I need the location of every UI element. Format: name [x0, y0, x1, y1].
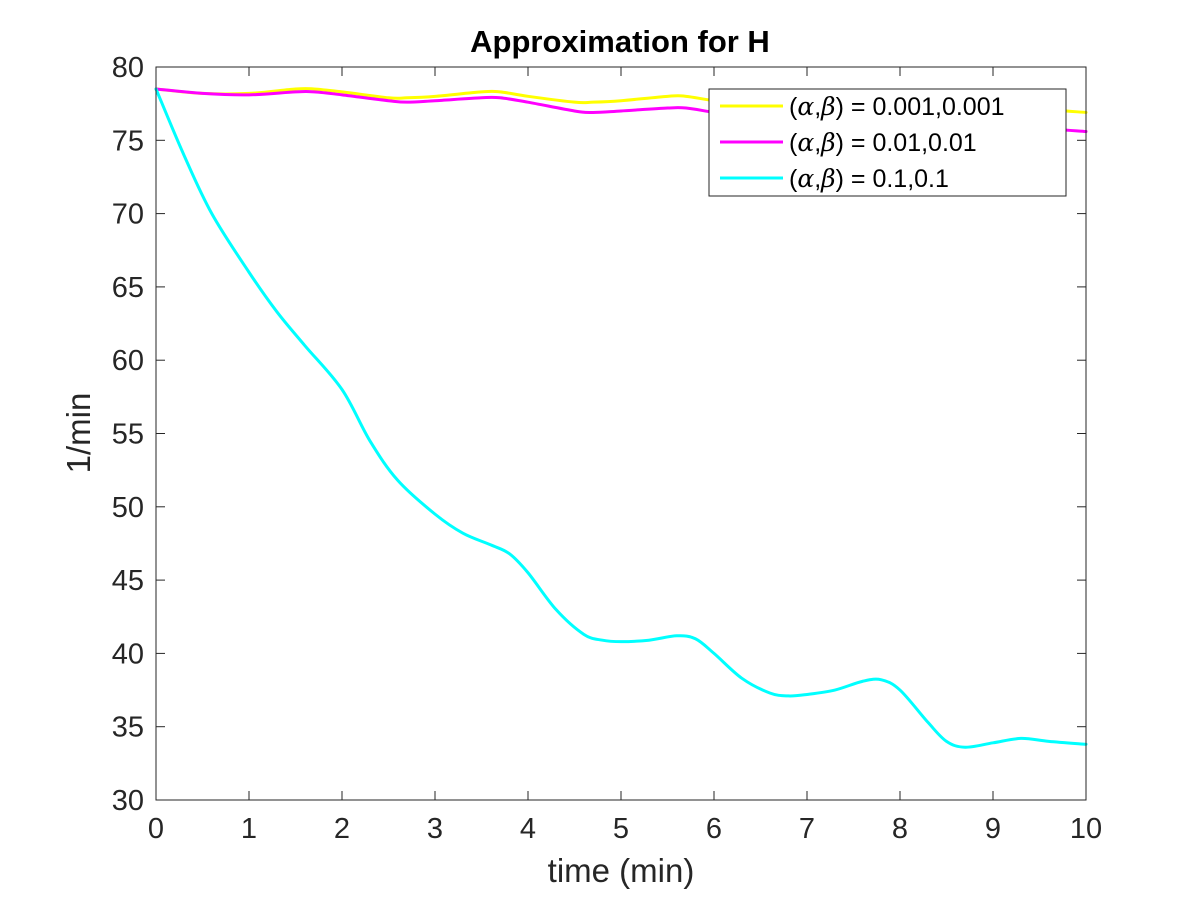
legend-label-1: (α,β) = 0.001,0.001: [789, 92, 1005, 121]
y-tick-label: 30: [112, 785, 144, 817]
x-tick-label: 5: [613, 813, 629, 845]
y-tick-label: 45: [112, 565, 144, 597]
x-tick-label: 10: [1070, 813, 1102, 845]
y-tick-label: 35: [112, 712, 144, 744]
y-tick-label: 65: [112, 272, 144, 304]
chart-title: Approximation for H: [470, 24, 770, 59]
x-tick-label: 4: [520, 813, 536, 845]
y-axis-label: 1/min: [60, 393, 97, 474]
x-tick-label: 7: [799, 813, 815, 845]
y-tick-label: 60: [112, 345, 144, 377]
legend-label-3: (α,β) = 0.1,0.1: [789, 164, 949, 193]
x-tick-label: 9: [985, 813, 1001, 845]
y-tick-label: 70: [112, 199, 144, 231]
y-tick-label: 50: [112, 492, 144, 524]
x-tick-label: 1: [241, 813, 257, 845]
y-tick-label: 55: [112, 419, 144, 451]
legend-label-2: (α,β) = 0.01,0.01: [789, 128, 977, 157]
x-tick-label: 2: [334, 813, 350, 845]
x-tick-label: 3: [427, 813, 443, 845]
x-tick-label: 6: [706, 813, 722, 845]
y-tick-label: 40: [112, 638, 144, 670]
legend: (α,β) = 0.001,0.001 (α,β) = 0.01,0.01 (α,β…: [708, 88, 1067, 197]
y-tick-label: 75: [112, 125, 144, 157]
series-line-3: [154, 87, 1088, 749]
x-axis-label: time (min): [548, 852, 695, 889]
y-tick-label: 80: [112, 52, 144, 84]
x-tick-label: 0: [148, 813, 164, 845]
x-tick-label: 8: [892, 813, 908, 845]
